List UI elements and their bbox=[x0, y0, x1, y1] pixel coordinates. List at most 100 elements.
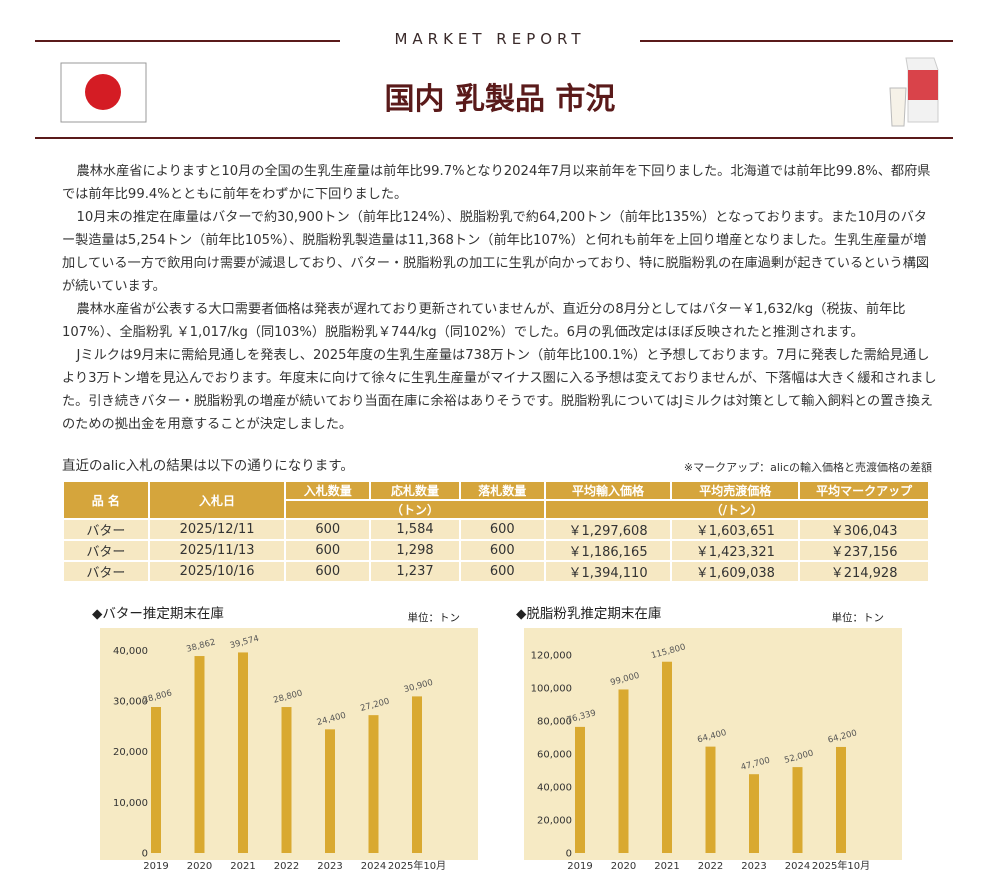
paragraph: 10月末の推定在庫量はバターで約30,900トン（前年比124%）、脱脂粉乳で約… bbox=[62, 210, 930, 294]
x-tick-label: 2019 bbox=[567, 861, 592, 872]
bar bbox=[705, 746, 716, 853]
y-tick-label: 80,000 bbox=[537, 716, 572, 727]
table-cell: バター bbox=[62, 518, 150, 541]
x-tick-label: 2025年10月 bbox=[388, 859, 446, 872]
y-tick-label: 120,000 bbox=[531, 650, 572, 661]
header-cell: 落札数量 bbox=[458, 480, 546, 501]
tender-table: 品 名 入札日 入札数量 応札数量 落札数量 平均輸入価格 平均売渡価格 平均マ… bbox=[62, 480, 931, 583]
y-tick-label: 20,000 bbox=[113, 747, 148, 758]
table-cell: 600 bbox=[458, 518, 546, 541]
header-cell: 平均輸入価格 bbox=[543, 480, 673, 501]
bar bbox=[618, 689, 629, 853]
y-tick-label: 10,000 bbox=[113, 798, 148, 809]
table-cell: 600 bbox=[284, 560, 372, 583]
x-tick-label: 2020 bbox=[187, 861, 212, 872]
kicker: MARKET REPORT bbox=[394, 30, 586, 48]
header-rule bbox=[640, 40, 953, 42]
bar bbox=[836, 746, 846, 853]
japan-flag bbox=[60, 62, 147, 123]
milk-icon bbox=[889, 57, 939, 127]
header-cell: 品 名 bbox=[62, 480, 150, 520]
x-tick-label: 2020 bbox=[611, 861, 636, 872]
table-note: ※マークアップ：alicの輸入価格と売渡価格の差額 bbox=[683, 461, 932, 474]
x-tick-label: 2021 bbox=[230, 861, 255, 872]
table-intro: 直近のalic入札の結果は以下の通りになります。 bbox=[62, 458, 354, 474]
bar bbox=[792, 767, 803, 853]
bar bbox=[575, 726, 585, 853]
unit-label: 単位：トン bbox=[408, 611, 461, 624]
paragraph: Jミルクは9月末に需給見通しを発表し、2025年度の生乳生産量は738万トン（前… bbox=[62, 348, 937, 432]
table-row: バター 2025/12/11 600 1,584 600 ￥1,297,608 ￥1,603… bbox=[62, 518, 930, 541]
bar bbox=[151, 707, 161, 853]
header-cell: 入札日 bbox=[147, 480, 287, 520]
paragraph: 農林水産省が公表する大口需要者価格は発表が遅れており更新されていませんが、直近分… bbox=[62, 302, 906, 340]
table-cell: バター bbox=[62, 539, 150, 562]
table-cell: ￥1,297,608 bbox=[543, 518, 673, 541]
y-tick-label: 0 bbox=[566, 849, 572, 860]
table-cell: 600 bbox=[284, 518, 372, 541]
table-cell: バター bbox=[62, 560, 150, 583]
unit-cell: （トン） bbox=[284, 499, 546, 520]
table-cell: 2025/11/13 bbox=[147, 539, 287, 562]
table-row: バター 2025/10/16 600 1,237 600 ￥1,394,110 ￥1,609… bbox=[62, 560, 930, 583]
carton-band bbox=[908, 70, 938, 100]
y-tick-label: 30,000 bbox=[113, 696, 148, 707]
paragraph: 農林水産省によりますと10月の全国の生乳生産量は前年比99.7%となり2024年… bbox=[62, 164, 931, 202]
unit-label: 単位：トン bbox=[832, 611, 885, 624]
header-rule bbox=[35, 40, 340, 42]
table-cell: ￥1,603,651 bbox=[670, 518, 801, 541]
y-tick-label: 20,000 bbox=[537, 815, 572, 826]
table-cell: ￥214,928 bbox=[798, 560, 930, 583]
table-cell: ￥1,186,165 bbox=[543, 539, 673, 562]
y-tick-label: 40,000 bbox=[113, 646, 148, 657]
table-cell: 600 bbox=[458, 560, 546, 583]
bar bbox=[412, 696, 422, 853]
bar bbox=[325, 729, 335, 853]
x-tick-label: 2023 bbox=[317, 861, 342, 872]
table-cell: ￥1,394,110 bbox=[543, 560, 673, 583]
glass bbox=[889, 87, 907, 127]
table-cell: 1,584 bbox=[369, 518, 461, 541]
table-cell: 1,237 bbox=[369, 560, 461, 583]
header-cell: 平均売渡価格 bbox=[670, 480, 801, 501]
y-tick-label: 100,000 bbox=[531, 683, 572, 694]
x-tick-label: 2022 bbox=[274, 861, 299, 872]
header-cell: 入札数量 bbox=[284, 480, 372, 501]
y-tick-label: 60,000 bbox=[537, 749, 572, 760]
x-tick-label: 2025年10月 bbox=[812, 859, 870, 872]
bar bbox=[281, 707, 292, 853]
table-cell: 2025/10/16 bbox=[147, 560, 287, 583]
x-tick-label: 2019 bbox=[143, 861, 168, 872]
table-cell: 1,298 bbox=[369, 539, 461, 562]
body: 農林水産省によりますと10月の全国の生乳生産量は前年比99.7%となり2024年… bbox=[62, 160, 938, 436]
table-cell: ￥1,609,038 bbox=[670, 560, 801, 583]
table-cell: ￥237,156 bbox=[798, 539, 930, 562]
bar bbox=[194, 656, 205, 853]
x-tick-label: 2024 bbox=[785, 861, 810, 872]
x-tick-label: 2023 bbox=[741, 861, 766, 872]
table-cell: 2025/12/11 bbox=[147, 518, 287, 541]
table-cell: ￥1,423,321 bbox=[670, 539, 801, 562]
x-tick-label: 2024 bbox=[361, 861, 386, 872]
chart-title: ◆脱脂粉乳推定期末在庫 bbox=[516, 606, 661, 622]
table-cell: 600 bbox=[284, 539, 372, 562]
charts: ◆バター推定期末在庫 単位：トン 0 10,000 20,000 30,000 40,000… bbox=[92, 606, 902, 872]
y-tick-label: 0 bbox=[142, 849, 148, 860]
x-tick-label: 2021 bbox=[654, 861, 679, 872]
table-cell: ￥306,043 bbox=[798, 518, 930, 541]
table-cell: 600 bbox=[458, 539, 546, 562]
chart-title: ◆バター推定期末在庫 bbox=[92, 606, 224, 622]
table-row: バター 2025/11/13 600 1,298 600 ￥1,186,165 ￥1,423… bbox=[62, 539, 930, 562]
unit-cell: （/トン） bbox=[543, 499, 931, 520]
header-cell: 応札数量 bbox=[369, 480, 461, 501]
bar bbox=[749, 774, 759, 853]
flag-sun bbox=[85, 74, 121, 110]
header-cell: 平均マークアップ bbox=[798, 480, 930, 501]
x-tick-label: 2022 bbox=[698, 861, 723, 872]
bar bbox=[238, 652, 248, 853]
y-tick-label: 40,000 bbox=[537, 782, 572, 793]
title: 国内 乳製品 市況 bbox=[384, 82, 616, 117]
header-rule bbox=[35, 137, 953, 139]
bar bbox=[662, 661, 672, 853]
